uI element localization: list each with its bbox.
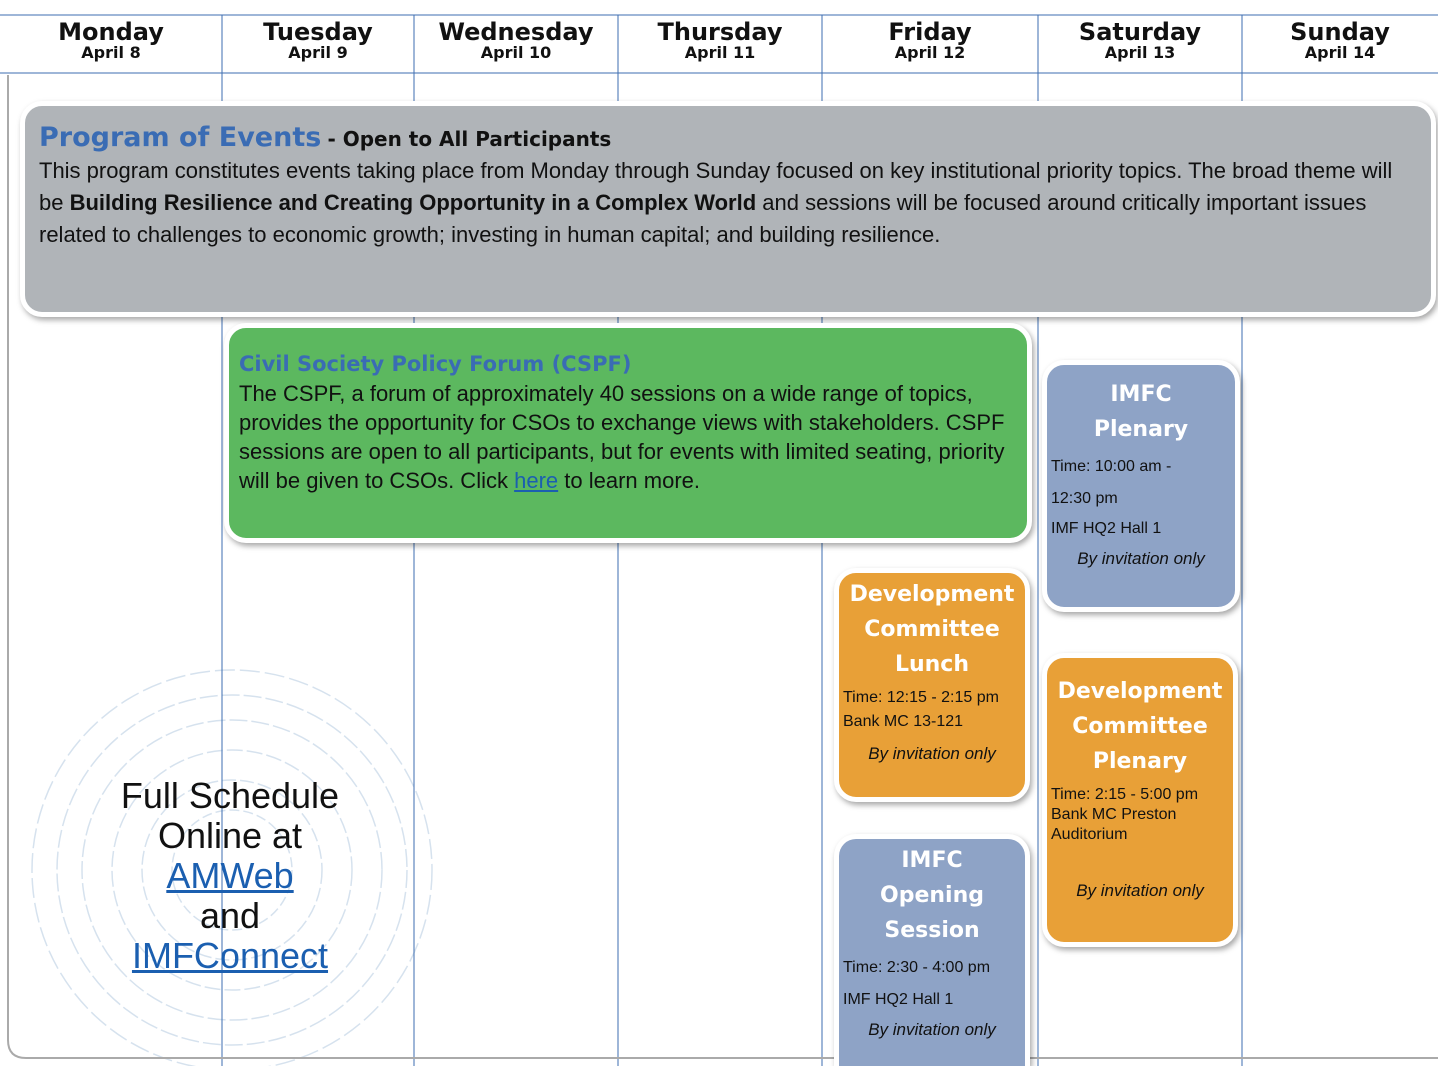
event-title: IMFC Plenary: [1093, 382, 1189, 442]
day-header: Tuesday April 9: [222, 20, 414, 61]
day-name: Thursday: [657, 18, 783, 46]
event-location: IMF HQ2 Hall 1: [1051, 520, 1162, 537]
day-header: Sunday April 14: [1242, 20, 1438, 61]
program-theme: Building Resilience and Creating Opportu…: [69, 190, 757, 215]
event-note: By invitation only: [868, 1020, 996, 1039]
day-name: Sunday: [1290, 18, 1390, 46]
program-title: Program of Events: [39, 122, 322, 153]
day-date: April 11: [684, 43, 756, 62]
frame: [7, 75, 1438, 1059]
schedule-text: Full Schedule Online at: [120, 775, 340, 856]
day-header: Saturday April 13: [1038, 20, 1242, 61]
program-subtitle: - Open to All Participants: [327, 127, 612, 151]
day-name: Wednesday: [438, 18, 594, 46]
amweb-link[interactable]: AMWeb: [166, 855, 294, 896]
cspf-box: Civil Society Policy Forum (CSPF) The CS…: [224, 323, 1032, 543]
cspf-title: Civil Society Policy Forum (CSPF): [239, 352, 632, 376]
schedule-note: Full Schedule Online at AMWeb and IMFCon…: [60, 776, 400, 976]
day-date: April 14: [1304, 43, 1376, 62]
cspf-body: to learn more.: [564, 468, 701, 493]
event-location: Bank MC 13-121: [843, 713, 964, 730]
event-box: Development Committee Lunch Time: 12:15 …: [834, 568, 1030, 802]
event-location: IMF HQ2 Hall 1: [843, 991, 954, 1008]
cspf-body: The CSPF, a forum of approximately 40 se…: [239, 381, 1005, 493]
program-body: This program constitutes events taking p…: [39, 158, 1393, 215]
day-header: Wednesday April 10: [414, 20, 618, 61]
event-time: Time: 10:00 am - 12:30 pm: [1051, 458, 1172, 507]
imfconnect-link[interactable]: IMFConnect: [131, 935, 329, 976]
day-date: April 13: [1104, 43, 1176, 62]
cspf-link[interactable]: here: [514, 468, 559, 493]
schedule-and: and: [199, 895, 261, 936]
program-box: Program of Events - Open to All Particip…: [20, 101, 1436, 317]
event-box: IMFC Plenary Time: 10:00 am - 12:30 pm I…: [1042, 360, 1240, 612]
event-time: Time: 2:30 - 4:00 pm: [843, 959, 991, 976]
day-date: April 9: [288, 43, 348, 62]
event-title: IMFC Opening Session: [880, 848, 984, 943]
day-header: Monday April 8: [0, 20, 222, 61]
event-title: Development Committee Plenary: [1057, 679, 1223, 774]
decorative-pattern: [31, 669, 433, 1066]
day-date: April 8: [81, 43, 141, 62]
event-time: Time: 12:15 - 2:15 pm: [843, 689, 999, 706]
event-title: Development Committee Lunch: [849, 582, 1015, 677]
event-location: Bank MC Preston Auditorium: [1051, 806, 1177, 843]
day-date: April 12: [894, 43, 966, 62]
day-date: April 10: [480, 43, 552, 62]
event-note: By invitation only: [1077, 549, 1205, 568]
day-header: Thursday April 11: [618, 20, 822, 61]
day-name: Monday: [58, 18, 164, 46]
event-note: By invitation only: [868, 744, 996, 763]
event-note: By invitation only: [1076, 881, 1204, 900]
day-name: Saturday: [1078, 18, 1202, 46]
event-time: Time: 2:15 - 5:00 pm: [1051, 786, 1199, 803]
event-box: IMFC Opening Session Time: 2:30 - 4:00 p…: [834, 834, 1030, 1066]
day-name: Friday: [888, 18, 972, 46]
day-name: Tuesday: [263, 18, 373, 46]
event-box: Development Committee Plenary Time: 2:15…: [1042, 653, 1238, 947]
day-header: Friday April 12: [822, 20, 1038, 61]
program-body: and sessions will be focused around crit…: [39, 190, 1367, 247]
